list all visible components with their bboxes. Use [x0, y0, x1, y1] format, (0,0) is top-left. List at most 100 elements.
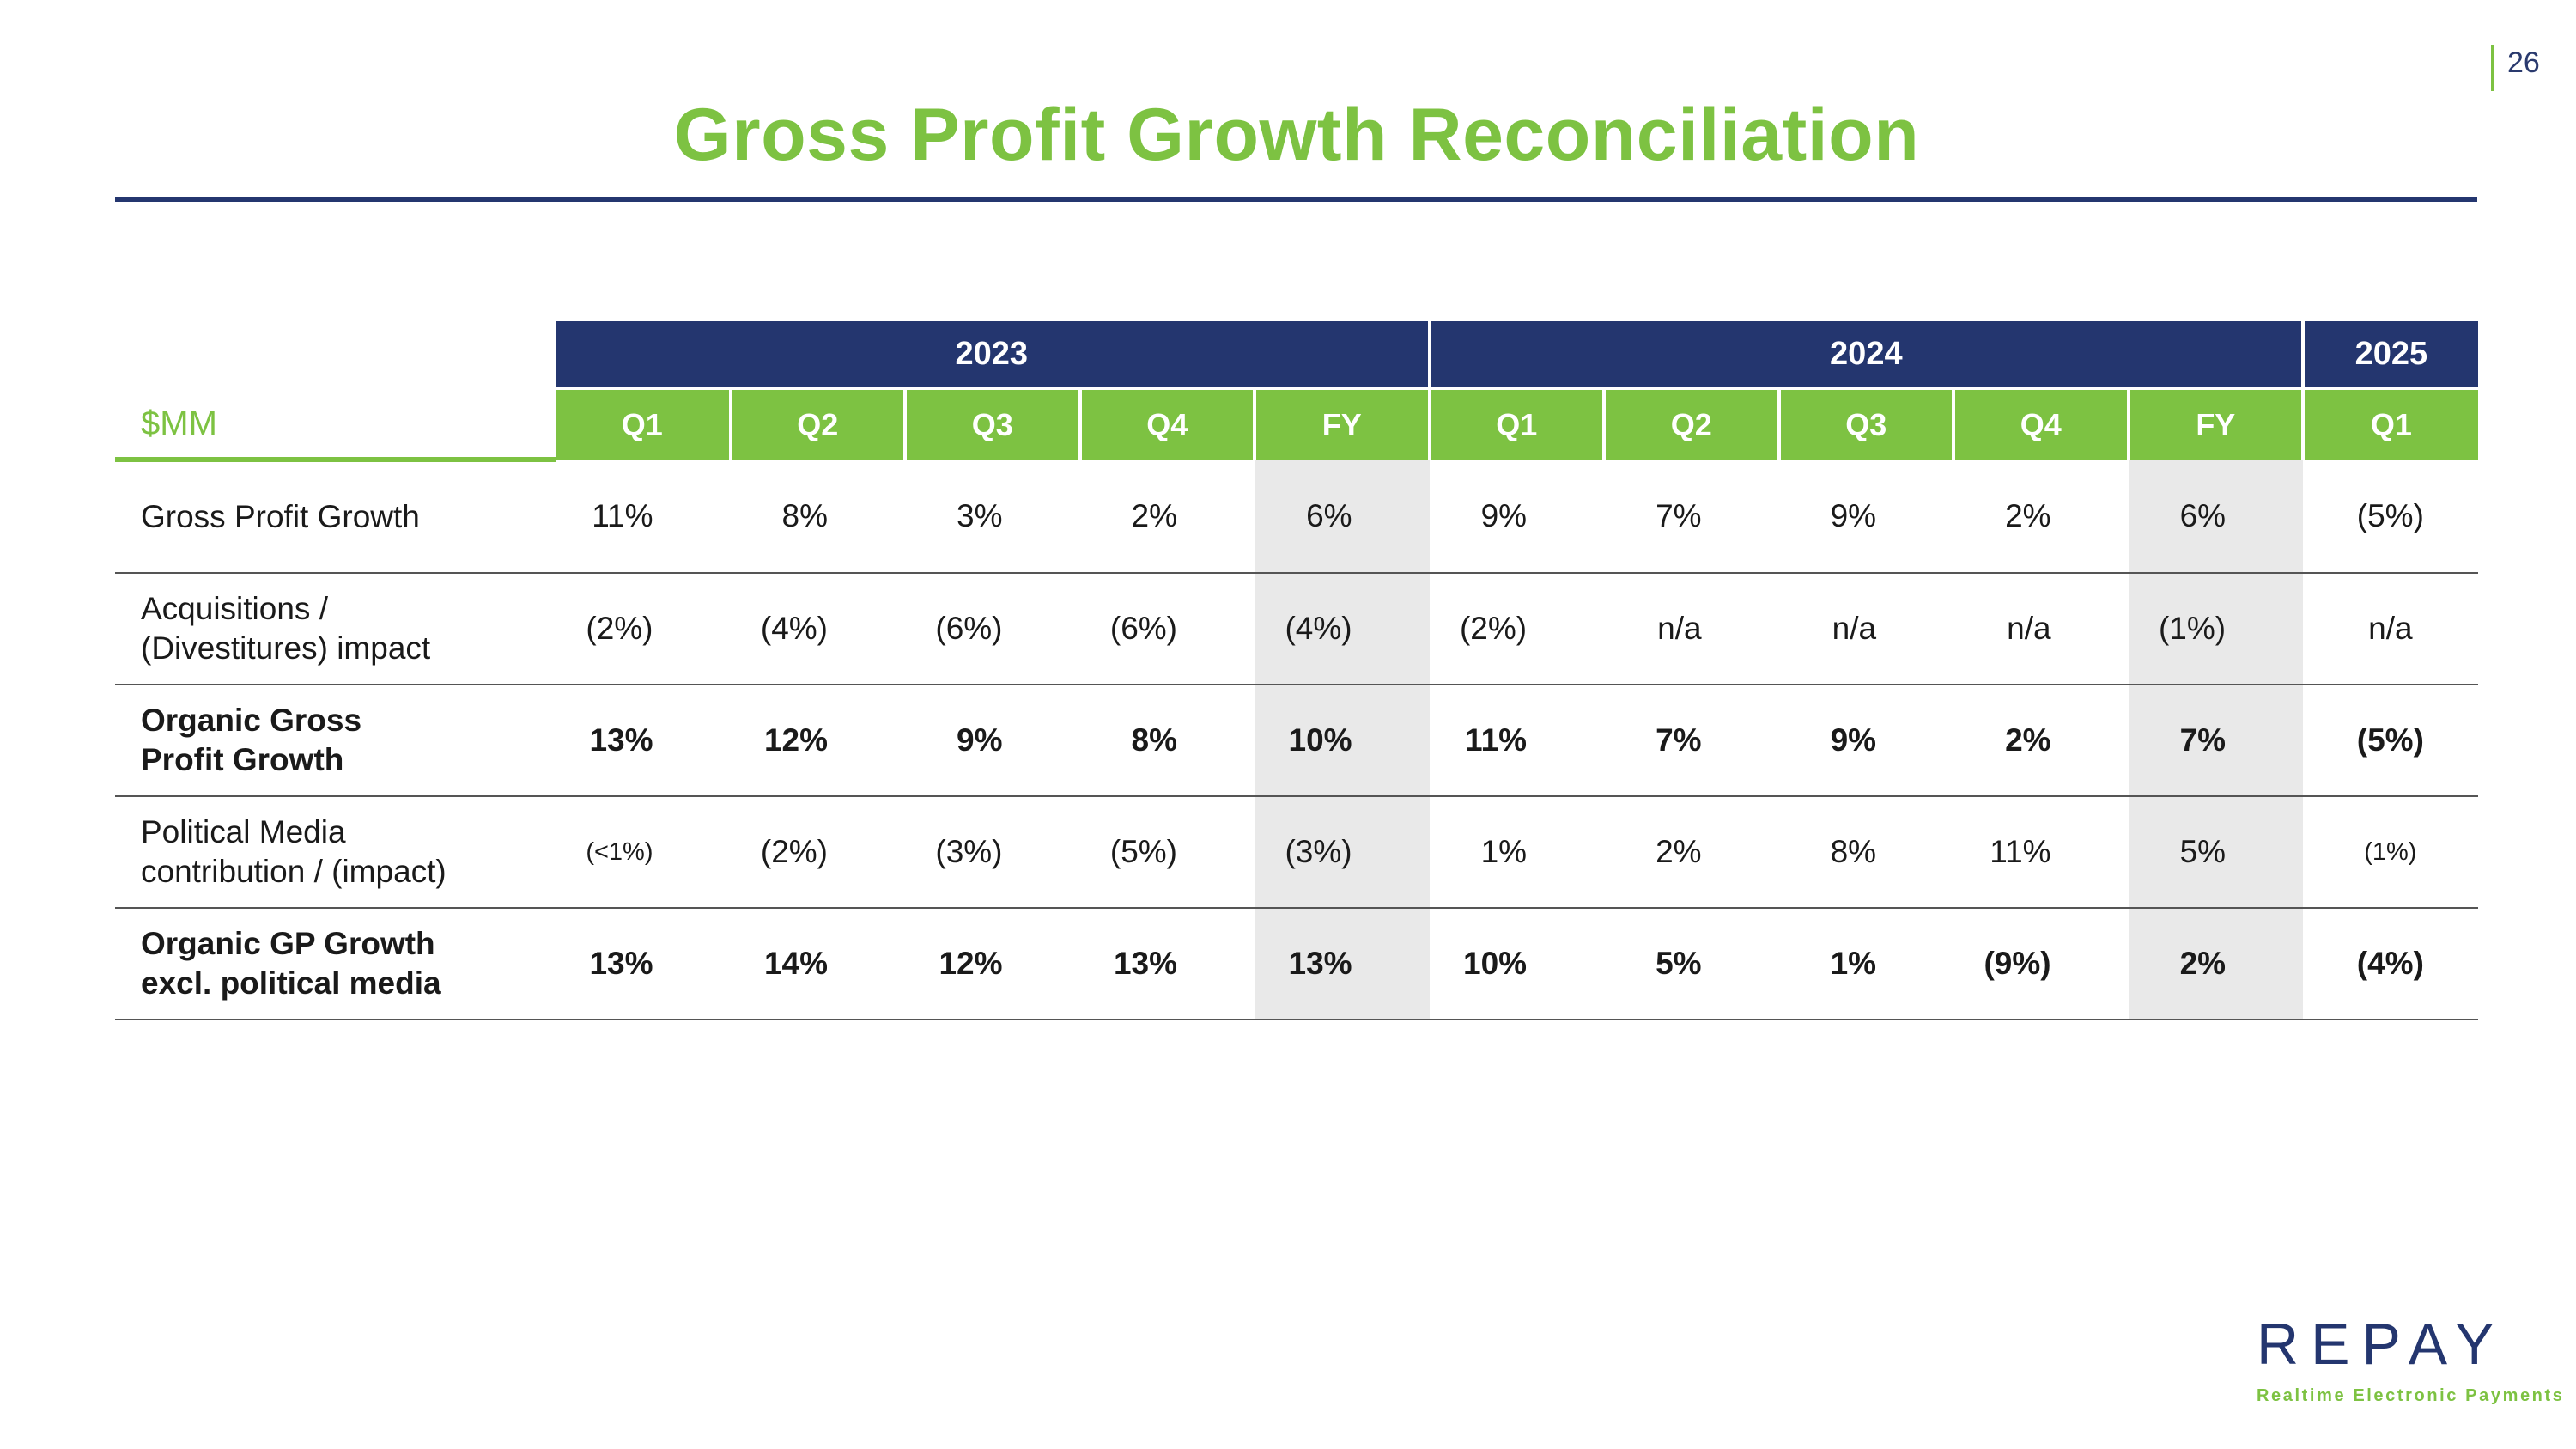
period-header: FY [1255, 387, 1431, 460]
unit-label: $MM [115, 387, 556, 462]
row-label-line: contribution / (impact) [141, 854, 447, 889]
table-cell-fy: 6% [1255, 460, 1430, 574]
table-cell: (5%) [2303, 685, 2478, 797]
title-divider [115, 197, 2477, 202]
row-label: Organic GP Growth excl. political media [115, 908, 556, 1020]
period-header: Q1 [556, 387, 732, 460]
table-cell: 11% [556, 460, 731, 574]
table-cell: 9% [1778, 685, 1954, 797]
table-cell: 10% [1429, 908, 1605, 1020]
table-cell: 2% [1604, 796, 1779, 909]
table-cell: 9% [905, 685, 1080, 797]
row-label-line: Gross Profit Growth [141, 499, 420, 534]
table-cell: n/a [1778, 573, 1954, 685]
table-cell: 14% [730, 908, 905, 1020]
row-label-line: Acquisitions / [141, 591, 328, 626]
table-cell: (<1%) [556, 796, 731, 909]
table-cell: (3%) [905, 796, 1080, 909]
table-cell: (5%) [2303, 460, 2478, 574]
table-cell-fy: (3%) [1255, 796, 1430, 909]
table-cell: 11% [1953, 796, 2129, 909]
row-label-line: Organic Gross [141, 703, 362, 738]
row-label-line: excl. political media [141, 965, 441, 1001]
table-cell: 3% [905, 460, 1080, 574]
row-label-line: Profit Growth [141, 742, 344, 777]
table-cell: 1% [1429, 796, 1605, 909]
repay-logo: REPAY Realtime Electronic Payments [2257, 1312, 2565, 1406]
year-header-blank [115, 321, 556, 388]
table-cell: n/a [2303, 573, 2478, 685]
table-cell: 2% [1079, 460, 1255, 574]
table-cell: (2%) [730, 796, 905, 909]
row-label: Gross Profit Growth [115, 460, 556, 574]
year-header-2024: 2024 [1429, 321, 2306, 388]
year-header-2025: 2025 [2303, 321, 2478, 388]
year-header-2023: 2023 [556, 321, 1431, 388]
table-cell: 8% [1778, 796, 1954, 909]
table-cell: (4%) [730, 573, 905, 685]
table-cell: (5%) [1079, 796, 1255, 909]
period-header: Q2 [1604, 387, 1781, 460]
period-header: Q3 [905, 387, 1082, 460]
period-header: Q4 [1079, 387, 1256, 460]
table-cell: 5% [1604, 908, 1779, 1020]
table-cell-fy: (1%) [2128, 573, 2304, 685]
table-cell: 2% [1953, 685, 2129, 797]
page-number: 26 [2507, 46, 2540, 79]
table-cell: 7% [1604, 460, 1779, 574]
table-cell: (9%) [1953, 908, 2129, 1020]
period-header: Q1 [2303, 387, 2478, 460]
table-cell: 9% [1778, 460, 1954, 574]
row-organic-gp-growth-excl-political: Organic GP Growth excl. political media 1… [115, 908, 2478, 1020]
table-cell-fy: 6% [2128, 460, 2304, 574]
row-label-line: Political Media [141, 814, 346, 849]
page-title: Gross Profit Growth Reconciliation [673, 94, 1920, 176]
table-cell-fy: 10% [1255, 685, 1430, 797]
logo-wordmark: REPAY [2257, 1312, 2506, 1377]
page-number-divider [2491, 45, 2494, 91]
table-cell: 13% [556, 685, 731, 797]
row-gross-profit-growth: Gross Profit Growth 11% 8% 3% 2% 6% 9% 7… [115, 460, 2478, 574]
period-header: Q2 [730, 387, 907, 460]
table-cell: (2%) [556, 573, 731, 685]
table-cell: (6%) [1079, 573, 1255, 685]
period-header: Q1 [1429, 387, 1607, 460]
row-label: Acquisitions / (Divestitures) impact [115, 573, 556, 685]
table-cell: 12% [730, 685, 905, 797]
period-header-row: $MM Q1 Q2 Q3 Q4 FY Q1 Q2 Q3 Q4 FY Q1 [115, 387, 2478, 462]
table-cell: 2% [1953, 460, 2129, 574]
table-cell-fy: (4%) [1255, 573, 1430, 685]
row-label-line: Organic GP Growth [141, 926, 435, 961]
table-cell: 7% [1604, 685, 1779, 797]
table-cell: (6%) [905, 573, 1080, 685]
table-cell: 13% [556, 908, 731, 1020]
row-label-line: (Divestitures) impact [141, 630, 431, 666]
period-header: FY [2128, 387, 2306, 460]
row-political-media-contribution: Political Media contribution / (impact) (… [115, 796, 2478, 909]
table-cell-fy: 5% [2128, 796, 2304, 909]
table-cell: (1%) [2303, 796, 2478, 909]
year-header-row: 2023 2024 2025 [115, 321, 2478, 388]
gross-profit-reconciliation-table: 2023 2024 2025 $MM Q1 Q2 Q3 Q4 FY Q1 Q2 … [115, 321, 2478, 1020]
table-cell: 8% [1079, 685, 1255, 797]
row-organic-gross-profit-growth: Organic Gross Profit Growth 13% 12% 9% 8%… [115, 685, 2478, 797]
table-cell-fy: 7% [2128, 685, 2304, 797]
table-cell: 11% [1429, 685, 1605, 797]
row-label: Organic Gross Profit Growth [115, 685, 556, 797]
table-cell: 12% [905, 908, 1080, 1020]
table-cell: 13% [1079, 908, 1255, 1020]
table-cell: (2%) [1429, 573, 1605, 685]
period-header: Q4 [1953, 387, 2130, 460]
table-cell: (4%) [2303, 908, 2478, 1020]
row-label: Political Media contribution / (impact) [115, 796, 556, 909]
table-cell: 1% [1778, 908, 1954, 1020]
table-cell-fy: 13% [1255, 908, 1430, 1020]
table-cell: n/a [1953, 573, 2129, 685]
row-acquisitions-impact: Acquisitions / (Divestitures) impact (2%)… [115, 573, 2478, 685]
table-cell: n/a [1604, 573, 1779, 685]
table-cell: 9% [1429, 460, 1605, 574]
logo-tagline: Realtime Electronic Payments [2257, 1386, 2565, 1405]
table-cell-fy: 2% [2128, 908, 2304, 1020]
table-cell: 8% [730, 460, 905, 574]
period-header: Q3 [1778, 387, 1956, 460]
